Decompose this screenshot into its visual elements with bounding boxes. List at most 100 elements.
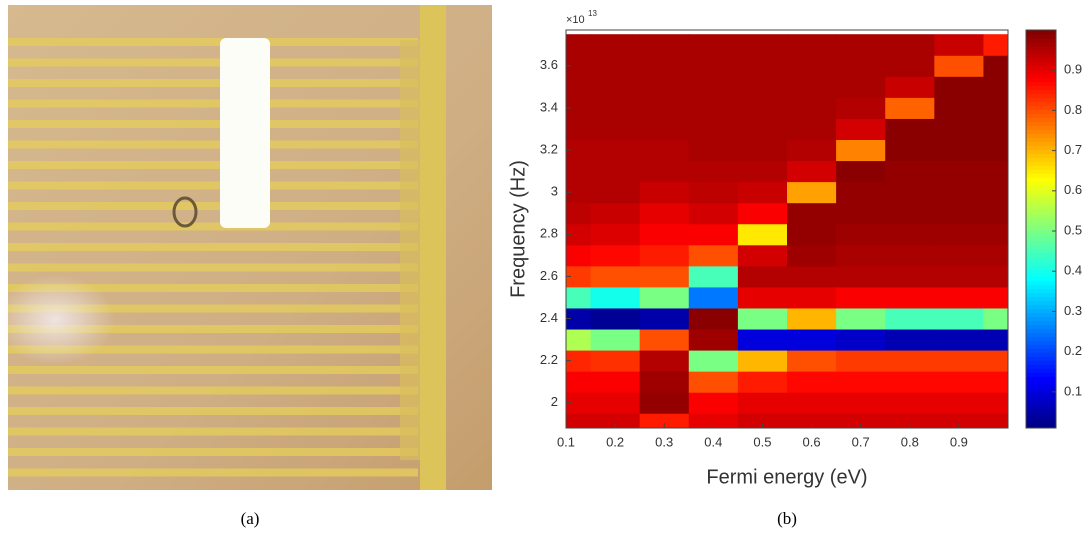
heatmap-cell xyxy=(983,392,1008,414)
colorbar-step xyxy=(1026,312,1056,318)
heatmap-cell xyxy=(639,307,690,330)
colorbar-step xyxy=(1026,376,1056,381)
y-axis-label: Frequency (Hz) xyxy=(507,160,529,298)
heatmap-cell xyxy=(934,329,984,351)
heatmap-cell xyxy=(934,244,984,267)
caption: (a) xyxy=(241,509,260,528)
heatmap-cell xyxy=(737,329,788,351)
colorbar-step xyxy=(1026,320,1056,326)
heatmap-cell xyxy=(885,307,935,330)
stripe xyxy=(8,161,418,169)
colorbar-step xyxy=(1026,53,1056,59)
heatmap-cell xyxy=(566,76,592,98)
heatmap-cell xyxy=(983,265,1008,288)
heatmap-cell xyxy=(934,97,984,119)
heatmap-cell xyxy=(688,350,739,372)
heatmap-cell xyxy=(737,307,788,330)
heatmap-cell xyxy=(934,181,984,204)
electrode-stripes xyxy=(8,38,420,477)
heatmap-cell xyxy=(688,329,739,351)
colorbar-step xyxy=(1026,45,1056,51)
colorbar-step xyxy=(1026,189,1056,194)
heatmap-cell xyxy=(566,392,592,414)
heatmap-cell xyxy=(590,329,641,351)
colorbar-step xyxy=(1026,193,1056,198)
heatmap-cell xyxy=(787,265,837,288)
stripe xyxy=(8,202,418,210)
heatmap-cell xyxy=(639,202,690,225)
colorbar-step xyxy=(1026,77,1056,83)
heatmap-cell xyxy=(590,118,641,141)
heatmap-cell xyxy=(688,286,739,309)
heatmap-cell xyxy=(885,329,935,351)
colorbar-step xyxy=(1026,177,1056,182)
heatmap-cell xyxy=(836,34,886,56)
colorbar-step xyxy=(1026,37,1056,43)
y-tick-label: 2.8 xyxy=(540,226,558,241)
colorbar-step xyxy=(1026,288,1056,294)
heatmap-cell xyxy=(787,350,837,372)
colorbar-step xyxy=(1026,260,1056,266)
heatmap-cell xyxy=(639,329,690,351)
heatmap-cell xyxy=(934,350,984,372)
heatmap-cell xyxy=(590,244,641,267)
colorbar-step xyxy=(1026,252,1056,258)
heatmap-cell xyxy=(639,181,690,204)
stripe xyxy=(8,99,418,108)
heatmap-cell xyxy=(983,139,1008,162)
heatmap-cell xyxy=(983,286,1008,309)
heatmap-cell xyxy=(934,139,984,162)
stripe xyxy=(8,407,418,415)
heatmap-cell xyxy=(590,160,641,183)
colorbar-step xyxy=(1026,348,1056,353)
colorbar-step xyxy=(1026,129,1056,134)
heatmap-cell xyxy=(590,223,641,246)
colorbar-step xyxy=(1026,113,1056,119)
heatmap-cell xyxy=(836,160,886,183)
heatmap-cell xyxy=(787,97,837,119)
heatmap-cell xyxy=(885,265,935,288)
colorbar-step xyxy=(1026,364,1056,369)
heatmap-cell xyxy=(885,139,935,162)
colorbar-step xyxy=(1026,93,1056,99)
heatmap-cell xyxy=(836,118,886,141)
heatmap-cell xyxy=(590,76,641,98)
heatmap-cell xyxy=(787,329,837,351)
heatmap-cell xyxy=(566,139,592,162)
heatmap-cell xyxy=(983,97,1008,119)
heatmap-cell xyxy=(566,181,592,204)
colorbar-step xyxy=(1026,236,1056,242)
colorbar-step xyxy=(1026,372,1056,377)
heatmap-cell xyxy=(983,76,1008,98)
heatmap-cell xyxy=(836,286,886,309)
heatmap-cell xyxy=(885,392,935,414)
stripe xyxy=(8,325,418,333)
heatmap-cell xyxy=(566,265,592,288)
colorbar-step xyxy=(1026,388,1056,393)
colorbar-step xyxy=(1026,420,1056,425)
heatmap-cell xyxy=(885,118,935,141)
colorbar xyxy=(1026,30,1056,429)
heatmap-cell xyxy=(885,34,935,56)
colorbar-step xyxy=(1026,61,1056,67)
heatmap-cell xyxy=(737,118,788,141)
heatmap-cell xyxy=(639,55,690,77)
colorbar-step xyxy=(1026,316,1056,322)
colorbar-step xyxy=(1026,340,1056,345)
colorbar-step xyxy=(1026,248,1056,254)
heatmap-cell xyxy=(639,286,690,309)
heatmap-cell xyxy=(983,413,1008,428)
colorbar-tick-label: 0.3 xyxy=(1064,303,1082,318)
heatmap-cell xyxy=(983,223,1008,246)
x-axis-label: Fermi energy (eV) xyxy=(706,466,867,488)
heatmap-cell xyxy=(639,139,690,162)
colorbar-step xyxy=(1026,173,1056,178)
stripe xyxy=(8,345,418,354)
heatmap-cell xyxy=(983,118,1008,141)
heatmap-cell xyxy=(737,265,788,288)
heatmap-cell xyxy=(983,244,1008,267)
heatmap-cell xyxy=(885,160,935,183)
colorbar-step xyxy=(1026,69,1056,75)
colorbar-step xyxy=(1026,416,1056,421)
bright-pad xyxy=(220,38,270,228)
